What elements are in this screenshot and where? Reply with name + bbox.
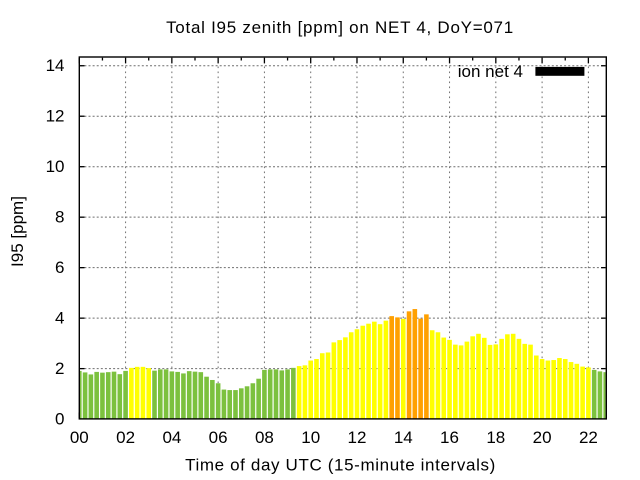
svg-text:04: 04: [162, 428, 181, 447]
svg-text:10: 10: [301, 428, 320, 447]
svg-text:12: 12: [46, 107, 65, 126]
svg-text:20: 20: [533, 428, 552, 447]
svg-text:22: 22: [579, 428, 598, 447]
svg-text:12: 12: [348, 428, 367, 447]
svg-text:Total I95 zenith [ppm] on NET: Total I95 zenith [ppm] on NET 4, DoY=071: [166, 18, 514, 37]
svg-text:14: 14: [394, 428, 413, 447]
svg-text:I95 [ppm]: I95 [ppm]: [8, 196, 27, 267]
svg-text:16: 16: [440, 428, 459, 447]
svg-text:18: 18: [486, 428, 505, 447]
svg-text:00: 00: [70, 428, 89, 447]
svg-text:6: 6: [55, 258, 64, 277]
svg-text:14: 14: [46, 56, 65, 75]
svg-text:08: 08: [255, 428, 274, 447]
svg-text:2: 2: [55, 359, 64, 378]
svg-text:02: 02: [116, 428, 135, 447]
svg-text:0: 0: [55, 410, 64, 429]
svg-text:8: 8: [55, 208, 64, 227]
svg-text:4: 4: [55, 309, 64, 328]
svg-text:06: 06: [209, 428, 228, 447]
svg-text:ion net 4: ion net 4: [458, 62, 523, 81]
svg-text:Time of day UTC (15-minute int: Time of day UTC (15-minute intervals): [185, 456, 496, 475]
svg-text:10: 10: [46, 157, 65, 176]
